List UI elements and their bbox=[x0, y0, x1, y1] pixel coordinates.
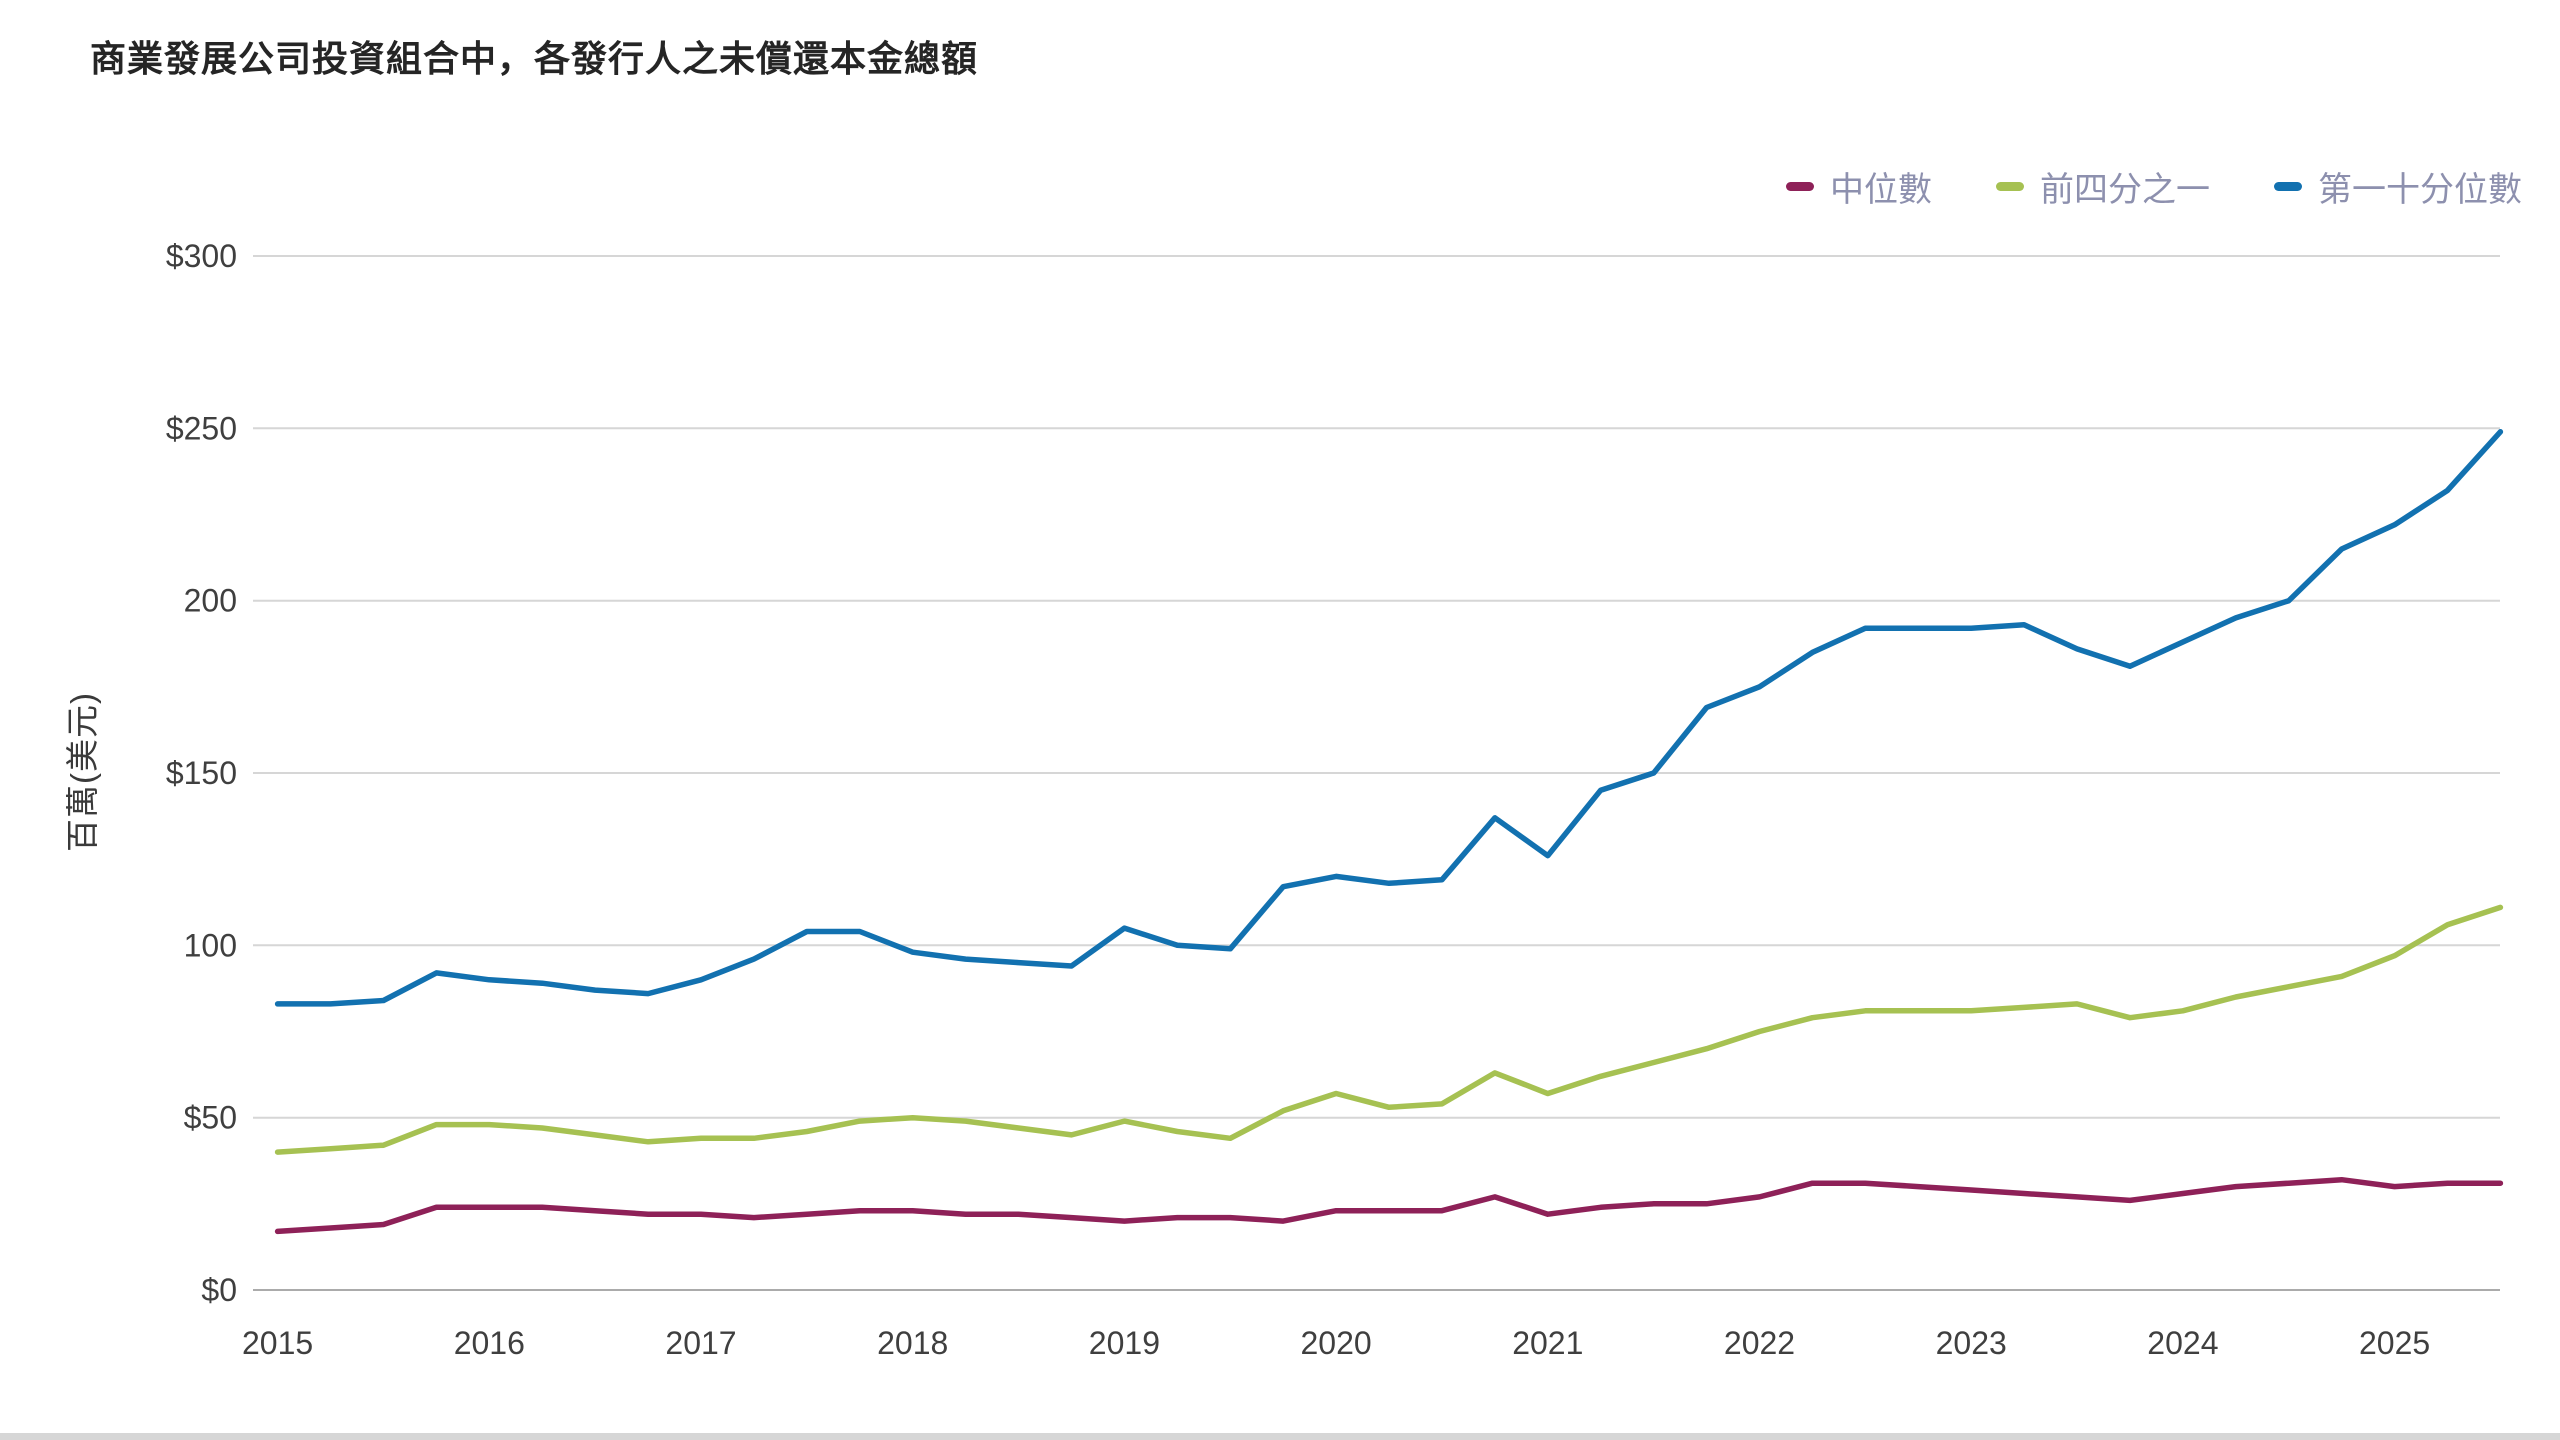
svg-text:2018: 2018 bbox=[877, 1325, 948, 1361]
svg-text:100: 100 bbox=[184, 927, 237, 963]
legend-item-top-quartile: 前四分之一 bbox=[1996, 162, 2210, 211]
svg-text:2021: 2021 bbox=[1512, 1325, 1583, 1361]
svg-text:200: 200 bbox=[184, 583, 237, 619]
chart-legend: 中位數 前四分之一 第一十分位數 bbox=[1786, 162, 2522, 211]
svg-text:2024: 2024 bbox=[2147, 1325, 2218, 1361]
legend-label-top-quartile: 前四分之一 bbox=[2040, 171, 2210, 209]
svg-text:$50: $50 bbox=[184, 1100, 237, 1136]
legend-label-first-decile: 第一十分位數 bbox=[2318, 171, 2522, 209]
svg-text:2020: 2020 bbox=[1301, 1325, 1372, 1361]
chart-title: 商業發展公司投資組合中，各發行人之未償還本金總額 bbox=[90, 38, 979, 79]
legend-item-median: 中位數 bbox=[1786, 162, 1932, 211]
svg-text:$150: $150 bbox=[166, 755, 237, 791]
svg-text:2025: 2025 bbox=[2359, 1325, 2430, 1361]
legend-item-first-decile: 第一十分位數 bbox=[2274, 162, 2522, 211]
svg-text:2022: 2022 bbox=[1724, 1325, 1795, 1361]
bottom-divider bbox=[0, 1433, 2560, 1440]
svg-text:$250: $250 bbox=[166, 410, 237, 446]
median-line-swatch bbox=[1786, 182, 1814, 191]
svg-text:2016: 2016 bbox=[454, 1325, 525, 1361]
svg-text:2017: 2017 bbox=[665, 1325, 736, 1361]
top-quartile-line-swatch bbox=[1996, 182, 2024, 191]
svg-text:$300: $300 bbox=[166, 238, 237, 274]
legend-label-median: 中位數 bbox=[1830, 171, 1932, 209]
svg-text:2023: 2023 bbox=[1936, 1325, 2007, 1361]
svg-text:$0: $0 bbox=[201, 1272, 237, 1308]
first-decile-line-swatch bbox=[2274, 182, 2302, 191]
svg-text:2019: 2019 bbox=[1089, 1325, 1160, 1361]
svg-text:2015: 2015 bbox=[242, 1325, 313, 1361]
